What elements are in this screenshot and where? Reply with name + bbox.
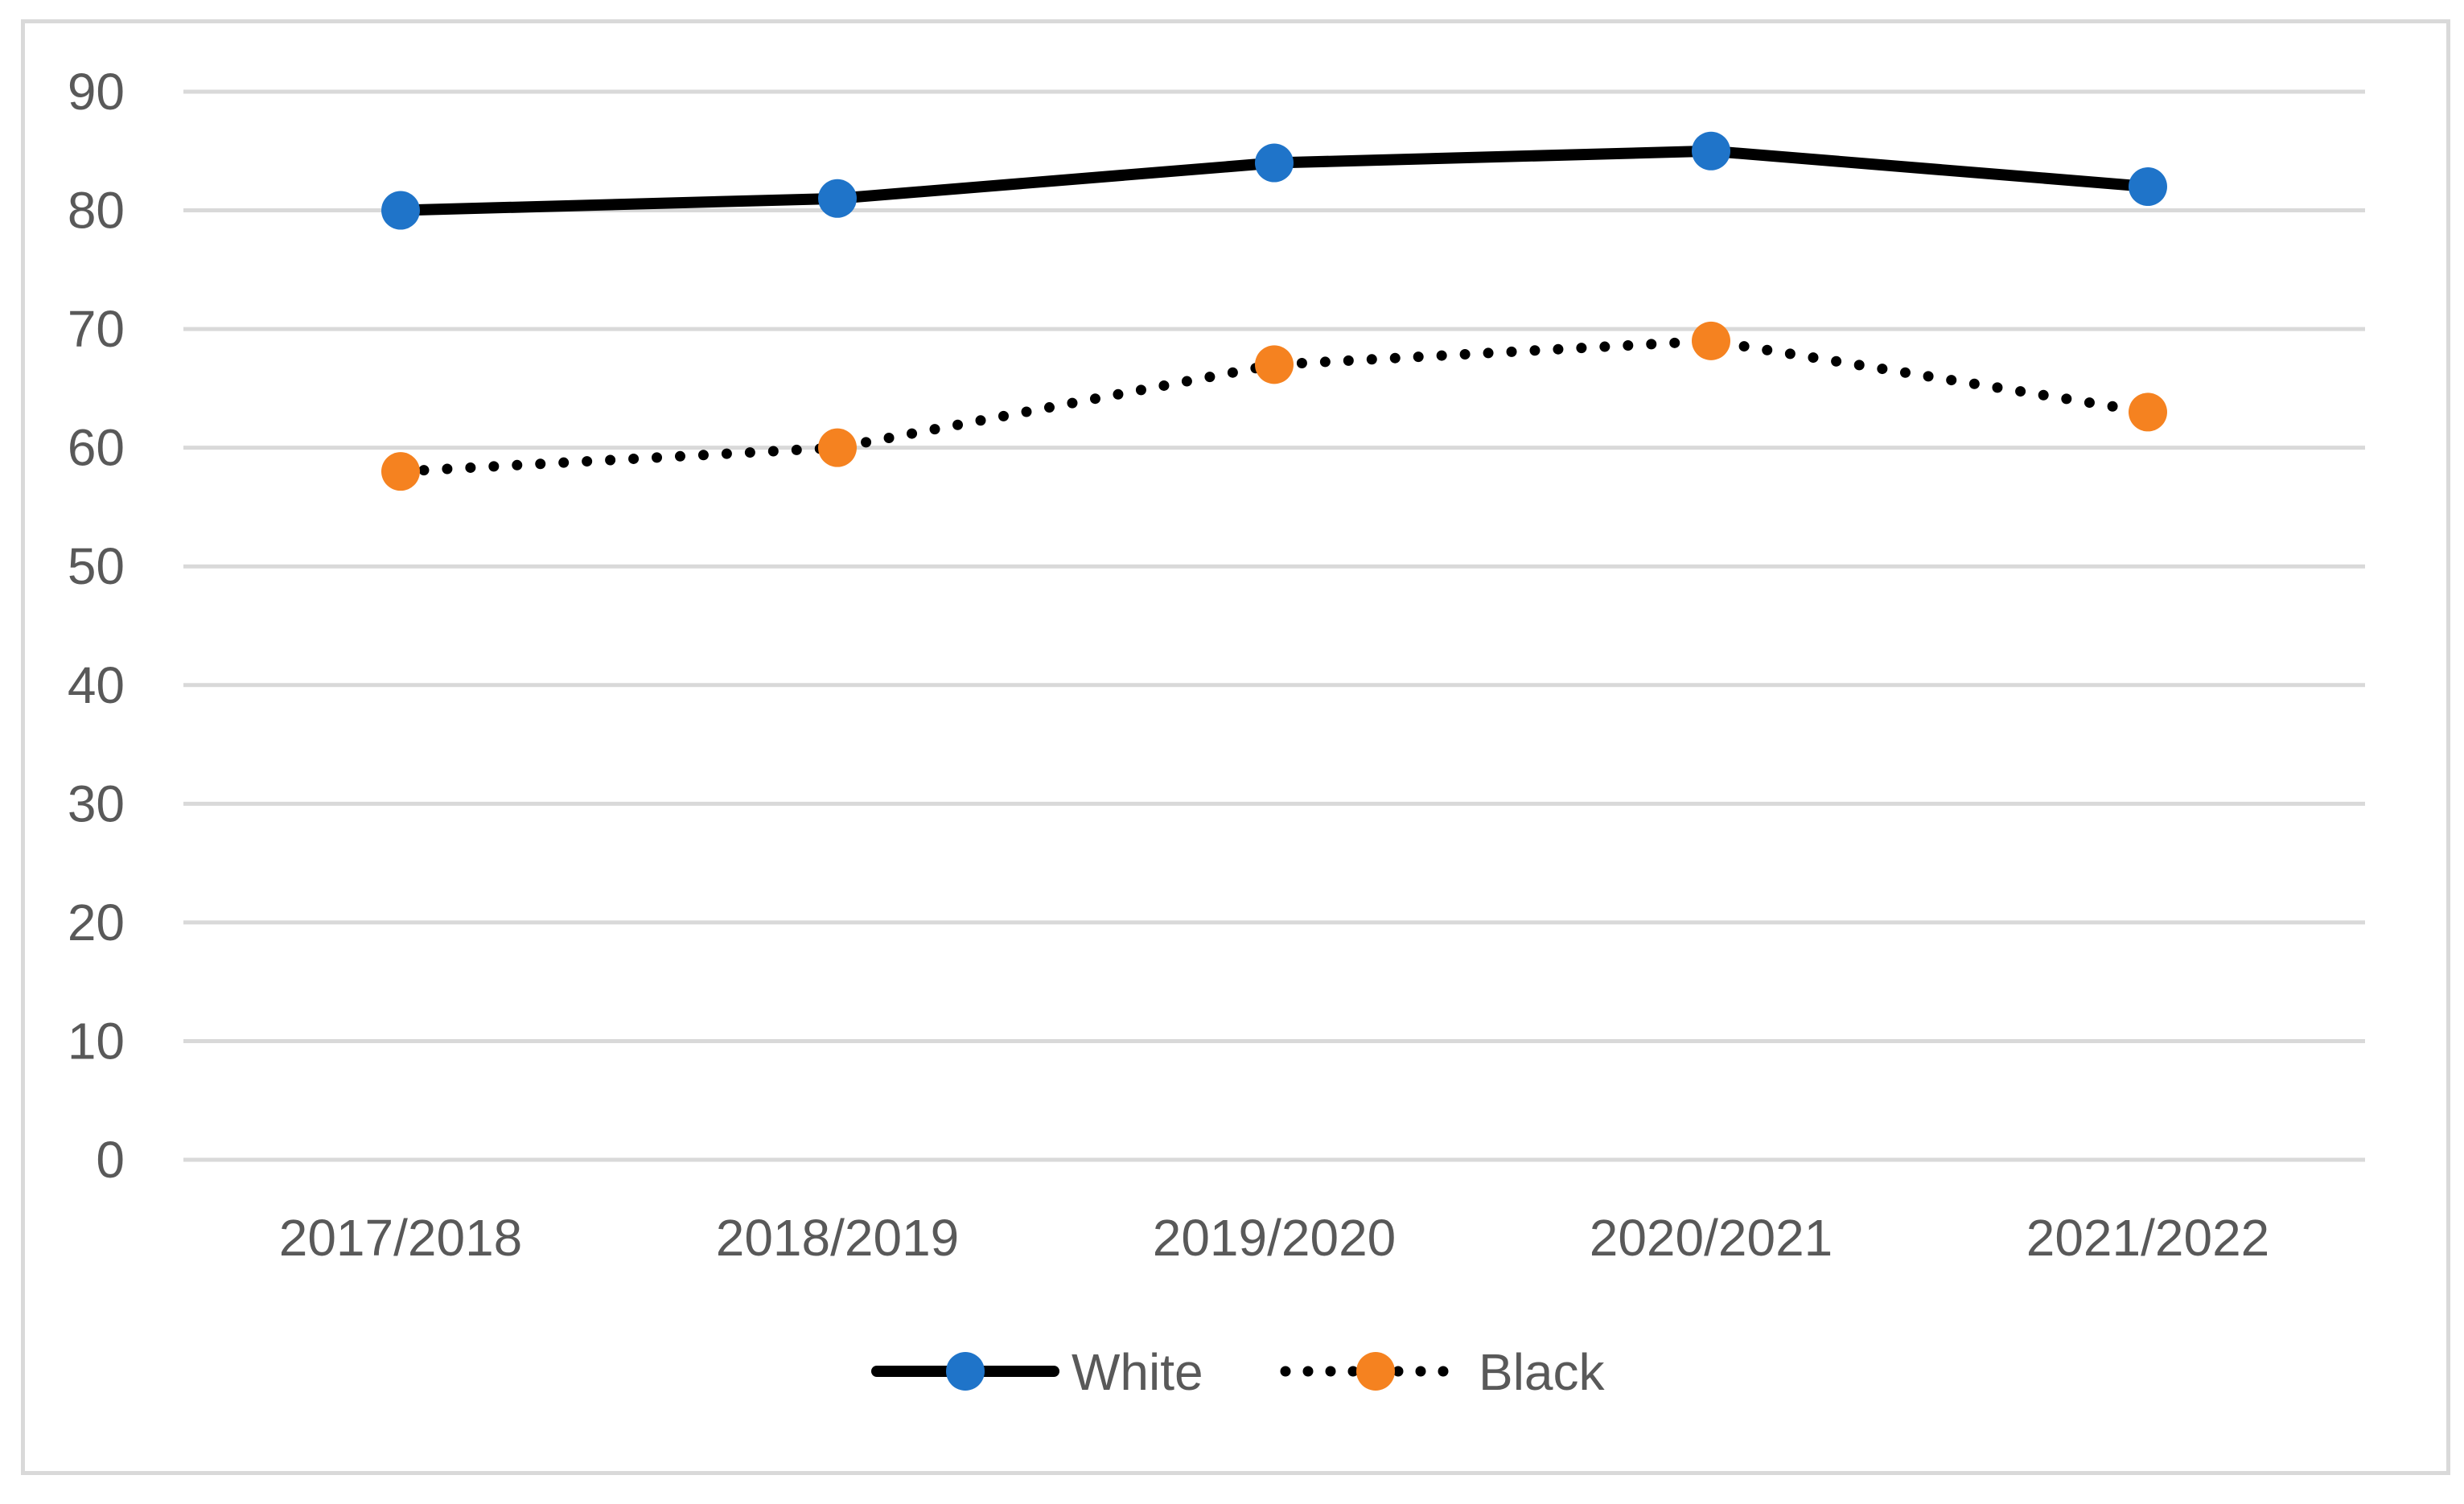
series-markers xyxy=(381,131,2167,491)
data-point-black xyxy=(1255,345,1294,384)
x-tick-label: 2017/2018 xyxy=(279,1209,523,1267)
y-tick-label: 70 xyxy=(68,300,125,358)
data-point-white xyxy=(381,191,420,230)
y-tick-label: 50 xyxy=(68,537,125,595)
data-point-black xyxy=(1692,321,1730,360)
legend: White Black xyxy=(871,1343,1606,1401)
data-point-white xyxy=(1692,131,1730,171)
x-tick-label: 2021/2022 xyxy=(2026,1209,2270,1267)
y-tick-label: 40 xyxy=(68,656,125,714)
x-tick-label: 2018/2019 xyxy=(716,1209,960,1267)
y-tick-label: 90 xyxy=(68,63,125,121)
data-point-white xyxy=(1255,143,1294,183)
y-tick-label: 10 xyxy=(68,1012,125,1070)
legend-item-white: White xyxy=(871,1343,1203,1401)
y-axis-tick-labels: 0 10 20 30 40 50 60 70 80 90 xyxy=(68,63,125,1189)
data-point-black xyxy=(818,428,857,467)
data-point-white xyxy=(2129,167,2167,207)
x-tick-label: 2019/2020 xyxy=(1153,1209,1397,1267)
y-tick-label: 60 xyxy=(68,419,125,477)
legend-marker xyxy=(946,1352,985,1391)
x-axis-tick-labels: 2017/2018 2018/2019 2019/2020 2020/2021 2021… xyxy=(279,1209,2270,1267)
gridlines xyxy=(183,89,2365,1162)
data-point-black xyxy=(2129,392,2167,432)
y-tick-label: 30 xyxy=(68,775,125,832)
data-point-white xyxy=(818,179,857,218)
series-lines xyxy=(395,145,2153,477)
data-point-black xyxy=(381,452,420,491)
legend-item-black: Black xyxy=(1280,1343,1606,1401)
legend-marker xyxy=(1356,1352,1395,1391)
legend-label: White xyxy=(1072,1343,1203,1401)
chart-frame xyxy=(21,19,2450,1475)
x-tick-label: 2020/2021 xyxy=(1590,1209,1833,1267)
legend-label: Black xyxy=(1479,1343,1606,1401)
y-tick-label: 20 xyxy=(68,894,125,951)
y-tick-label: 80 xyxy=(68,182,125,240)
y-tick-label: 0 xyxy=(96,1131,125,1189)
